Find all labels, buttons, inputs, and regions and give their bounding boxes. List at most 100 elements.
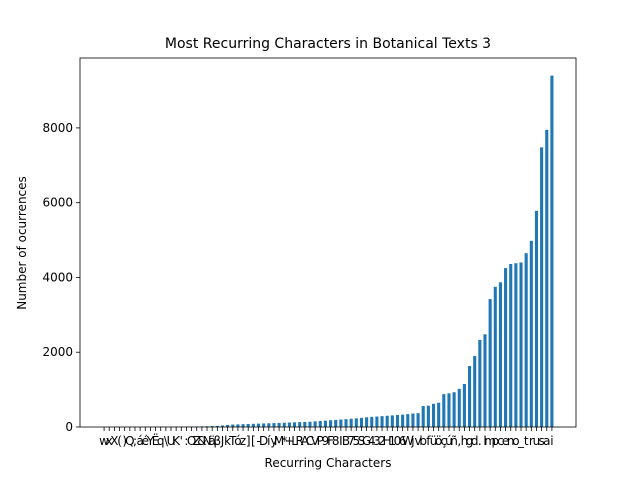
bar	[395, 415, 400, 427]
x-tick-label: .	[478, 434, 482, 448]
x-tick-label: Q	[125, 434, 134, 448]
x-tick-label: D	[259, 434, 268, 448]
x-tick-label: 7	[347, 434, 355, 448]
bar	[246, 424, 250, 427]
bar	[339, 419, 343, 427]
bar	[437, 402, 441, 427]
bar	[452, 392, 456, 427]
x-tick-label: :	[184, 434, 188, 448]
bar	[390, 415, 394, 427]
x-tick-label: k	[224, 434, 231, 448]
x-tick-label: 9	[322, 434, 330, 448]
x-tick-label: &	[197, 434, 206, 448]
y-tick-label: 2000	[42, 345, 73, 359]
x-tick-label: o	[512, 434, 519, 448]
bar	[478, 339, 482, 427]
bar	[282, 422, 286, 427]
bar	[231, 424, 235, 427]
x-tick-label: 2	[378, 434, 386, 448]
x-tick-label: O	[187, 434, 196, 448]
bar	[210, 426, 214, 427]
x-tick-label: l	[483, 434, 486, 448]
x-tick-label: M	[274, 434, 284, 448]
bar	[370, 416, 374, 427]
bar	[334, 419, 338, 427]
chart-title: Most Recurring Characters in Botanical T…	[165, 36, 491, 52]
x-tick-label: é	[142, 434, 149, 448]
bar	[365, 417, 369, 427]
x-tick-label: )	[122, 434, 127, 448]
x-tick-label: 5	[352, 434, 360, 448]
x-tick-label: ]	[246, 434, 251, 448]
x-axis-label: Recurring Characters	[265, 456, 392, 470]
bar	[488, 299, 492, 427]
bar	[272, 423, 276, 427]
bar	[421, 406, 425, 427]
bar	[267, 423, 271, 427]
x-tick-label: c	[497, 434, 504, 448]
bar	[292, 422, 297, 427]
x-tick-label: t	[524, 434, 529, 448]
bar	[241, 424, 245, 427]
x-tick-label: ;	[133, 434, 137, 448]
x-tick-label: í	[267, 434, 271, 448]
x-tick-label: 6	[399, 434, 407, 448]
bar	[550, 75, 554, 428]
x-tick-label: \	[164, 434, 169, 448]
bar	[483, 334, 487, 427]
bar	[462, 384, 466, 427]
plot-frame	[79, 57, 577, 428]
x-tick-label: ú	[445, 434, 453, 448]
bar	[468, 366, 472, 427]
x-tick-label: K	[172, 434, 181, 448]
x-tick-label: _	[517, 434, 525, 448]
y-tick-label: 8000	[42, 121, 73, 135]
bar	[303, 421, 307, 427]
bar	[329, 420, 333, 427]
bar	[375, 416, 379, 427]
bar	[457, 388, 461, 427]
x-tick-label: z	[240, 434, 246, 448]
x-tick-label: N	[203, 434, 212, 448]
x-tick-label: q	[157, 434, 165, 448]
x-tick-label: 1	[389, 434, 397, 448]
bar	[313, 421, 317, 427]
y-tick-label: 6000	[42, 196, 73, 210]
x-tick-label: ä	[209, 434, 216, 448]
bar	[287, 422, 291, 427]
x-tick-label: B	[342, 434, 350, 448]
bar	[545, 129, 549, 427]
bar	[426, 405, 430, 427]
x-tick-label: u	[533, 434, 541, 448]
x-tick-label: [	[251, 434, 256, 448]
bar	[251, 423, 255, 427]
bar	[431, 403, 436, 427]
bar	[220, 425, 225, 427]
x-tick-label: S	[358, 434, 366, 448]
x-tick-label: L	[291, 434, 298, 448]
x-tick-label: b	[419, 434, 427, 448]
x-tick-label: *	[281, 434, 287, 448]
x-tick-label: y	[270, 434, 277, 448]
x-tick-label: p	[491, 434, 499, 448]
x-tick-label: Y	[146, 434, 155, 448]
bar	[534, 210, 539, 427]
bar	[277, 422, 281, 427]
x-tick-label: ó	[234, 434, 241, 448]
bar	[504, 268, 508, 427]
x-tick-label: m	[484, 434, 496, 448]
x-tick-label: a	[543, 434, 550, 448]
x-tick-label: g	[466, 434, 474, 448]
bar	[442, 394, 446, 427]
x-tick-label: ü	[430, 434, 438, 448]
x-tick-label: H	[383, 434, 392, 448]
bar	[447, 393, 451, 427]
x-tick-label: d	[471, 434, 479, 448]
bar	[524, 253, 528, 427]
x-tick-label: e	[502, 434, 509, 448]
bar	[256, 423, 261, 427]
y-tick-label: 4000	[42, 270, 73, 284]
x-tick-label: i	[550, 434, 553, 448]
